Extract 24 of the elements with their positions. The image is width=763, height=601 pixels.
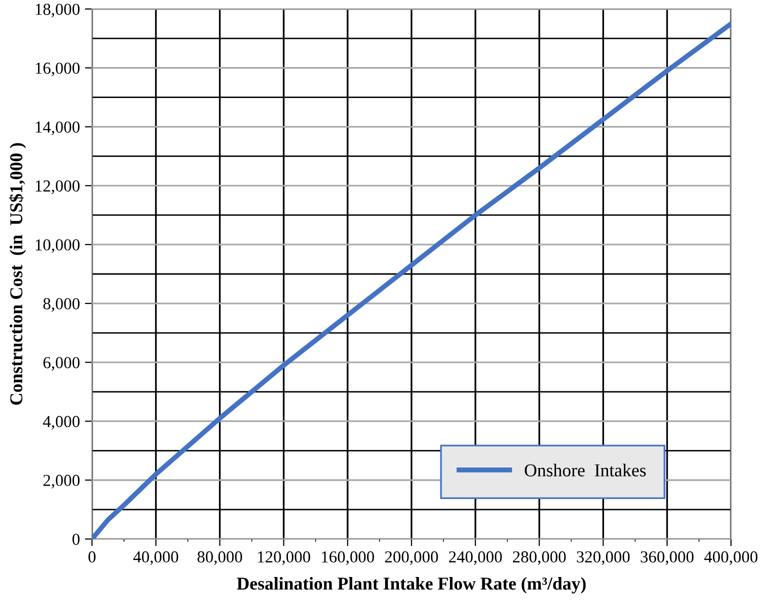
y-tick-label: 8,000 <box>43 298 80 312</box>
x-tick-label: 40,000 <box>133 551 178 565</box>
x-axis-title: Desalination Plant Intake Flow Rate (m³/day) <box>236 577 586 594</box>
legend-label: Onshore Intakes <box>524 464 646 476</box>
y-tick-label: 2,000 <box>43 474 80 488</box>
y-tick-label: 0 <box>72 534 80 545</box>
x-tick-label: 360,000 <box>640 551 694 565</box>
x-tick-label: 0 <box>88 551 96 563</box>
x-tick-label: 280,000 <box>512 551 566 565</box>
y-tick-label: 14,000 <box>36 121 80 136</box>
y-tick-label: 18,000 <box>36 4 80 18</box>
y-tick-label: 10,000 <box>36 239 80 253</box>
x-tick-label: 120,000 <box>258 551 310 565</box>
y-axis-title: Construction Cost (in US$1,000 ) <box>9 143 26 405</box>
x-tick-label: 80,000 <box>198 551 242 565</box>
x-tick-label: 320,000 <box>576 551 630 565</box>
x-tick-label: 400,000 <box>704 551 758 565</box>
y-tick-label: 12,000 <box>36 180 80 194</box>
y-tick-label: 6,000 <box>43 357 80 371</box>
x-tick-label: 200,000 <box>385 551 438 565</box>
x-tick-label: 160,000 <box>322 551 374 565</box>
y-tick-label: 16,000 <box>36 62 80 76</box>
x-tick-label: 240,000 <box>449 551 502 565</box>
y-tick-label: 4,000 <box>43 416 80 430</box>
